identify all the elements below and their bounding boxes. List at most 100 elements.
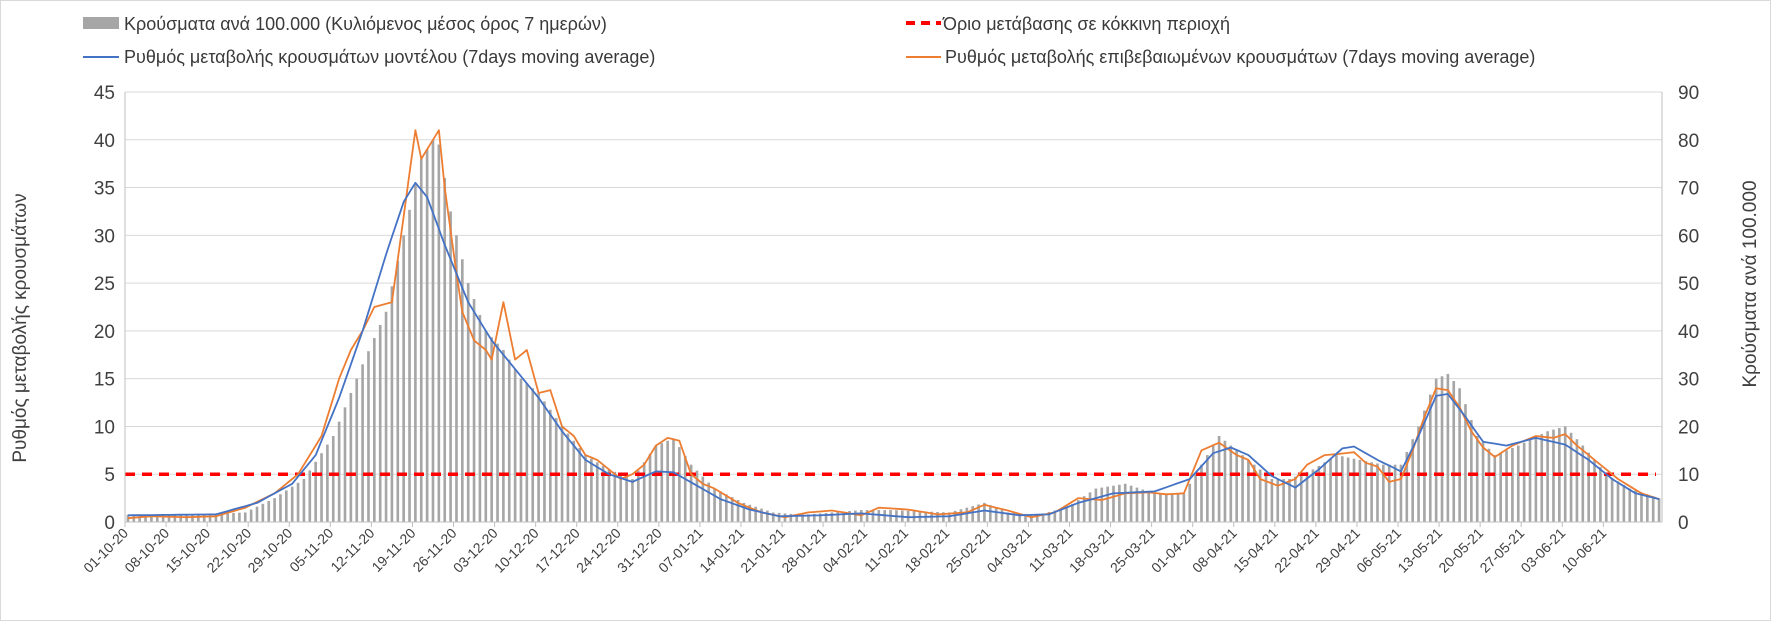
bar [1147,491,1151,522]
bar [1012,512,1016,522]
y-axis-left-title: Ρυθμός μεταβολής κρουσμάτων [10,193,31,462]
bar [713,488,716,522]
bar [390,286,394,522]
bar [1352,458,1356,522]
bar [672,438,675,522]
bar [349,393,353,522]
bar [1206,455,1209,522]
confirmed-rate-line [127,129,1660,520]
bar [1229,445,1233,522]
y-right-tick-label: 10 [1678,465,1699,486]
line-series [127,129,1660,520]
bar [1006,512,1010,522]
bar [748,504,752,522]
bar [1305,471,1309,522]
bar [771,512,775,522]
bar [1041,513,1045,522]
bar [1440,376,1444,522]
bar [666,440,669,522]
bar [1311,469,1315,522]
bar [226,513,229,522]
bar [1282,479,1285,522]
bar [877,510,881,522]
bar [1323,462,1327,522]
y-left-tick-label: 15 [94,370,115,391]
bar [1382,464,1385,522]
x-tick-label: 19-11-20 [368,525,418,575]
bar [273,498,276,522]
bar [1475,436,1479,522]
bar [1094,488,1098,522]
bar [443,178,447,522]
bar [965,507,969,522]
bar [331,436,335,522]
bar [1640,492,1643,522]
bar [1000,510,1004,522]
bar [326,444,329,522]
bar [742,502,746,522]
bar [1141,489,1145,522]
bar [1170,493,1174,522]
bar [654,445,658,522]
bar [1194,474,1197,522]
bar [455,235,458,523]
bar [460,259,464,522]
bar [848,511,851,522]
bar [472,299,476,522]
bar [1164,493,1168,522]
bar [1059,509,1063,522]
bar [1358,459,1362,522]
bar [1112,485,1115,522]
y-left-tick-label: 20 [94,322,115,343]
bar [1071,503,1074,522]
model-rate-line [127,181,1660,519]
bar [185,514,188,522]
bar [1599,467,1602,522]
bar [1082,496,1086,522]
bar [590,458,593,522]
bar [1546,431,1549,522]
bar-series [126,139,1661,523]
bar [1299,474,1303,522]
bar [1651,496,1655,522]
bar [1076,500,1080,522]
bar [1088,492,1092,522]
bar [167,514,171,522]
y-left-tick-label: 25 [94,274,115,295]
bar [1452,381,1456,522]
x-tick-label: 10-06-21 [1558,525,1609,576]
bar [1434,378,1438,522]
bar [1018,513,1021,522]
bar [466,283,470,522]
bar [1522,442,1526,522]
bar [373,338,376,522]
bar [531,388,535,522]
bar [865,510,869,522]
bar [1270,479,1274,522]
bar [1346,457,1350,522]
bar [367,351,370,522]
x-tick-label: 29-10-20 [244,525,295,576]
bar [871,510,875,522]
bar [1563,426,1567,522]
bar [208,513,212,522]
bar [238,512,241,522]
bar [1264,474,1268,522]
legend: Κρούσματα ανά 100.000 (Κυλιόμενος μέσος … [83,14,1535,67]
bar [648,453,652,522]
bar [1481,442,1485,522]
bar [1593,459,1596,522]
bar [1487,448,1491,522]
bar [1317,465,1321,522]
y-left-tick-label: 30 [94,226,115,247]
bar [818,513,822,522]
bar [607,469,611,522]
bar [402,235,405,523]
x-tick-label: 04-02-21 [819,525,870,576]
bar [1329,458,1332,522]
bar [689,464,693,522]
bar [678,447,681,522]
bar [548,409,552,522]
bar [830,512,834,522]
bar [683,455,687,522]
